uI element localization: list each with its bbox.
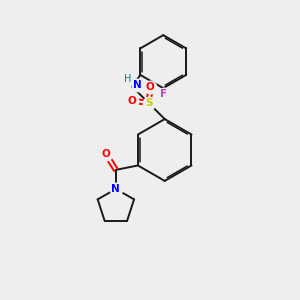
Text: O: O (101, 149, 110, 159)
Text: O: O (146, 82, 154, 92)
Text: H: H (124, 74, 132, 84)
Text: S: S (145, 98, 152, 108)
Text: F: F (160, 89, 167, 99)
Text: N: N (112, 184, 120, 194)
Text: O: O (128, 96, 137, 106)
Text: N: N (133, 80, 142, 90)
